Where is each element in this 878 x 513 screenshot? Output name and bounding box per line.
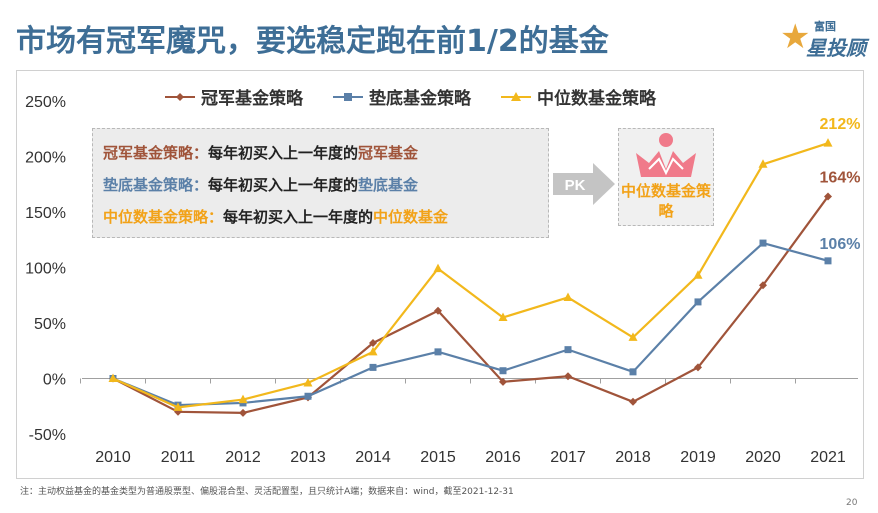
y-tick-label: 50%: [34, 316, 66, 333]
data-point-bottom: [564, 346, 572, 354]
data-point-median: [238, 394, 248, 404]
data-point-bottom: [369, 363, 377, 371]
x-tick-label: 2016: [485, 449, 521, 466]
logo-brand-text: 富国: [814, 20, 836, 33]
data-point-bottom: [499, 367, 507, 375]
legend-marker-bottom: [333, 92, 363, 101]
x-tick-label: 2014: [355, 449, 391, 466]
x-tick-label: 2015: [420, 449, 456, 466]
data-point-bottom: [824, 257, 832, 265]
end-label-champion: 164%: [820, 169, 861, 186]
crown-icon: [636, 133, 696, 177]
data-point-champion: [759, 281, 767, 290]
data-point-median: [173, 402, 183, 411]
page-title: 市场有冠军魔咒，要选稳定跑在前1/2的基金: [16, 24, 609, 59]
y-tick-label: 100%: [25, 261, 66, 278]
data-point-bottom: [304, 392, 312, 400]
data-point-median: [368, 346, 378, 356]
note-line-bottom: 垫底基金策略：每年初买入上一年度的垫底基金: [103, 174, 418, 195]
note-prefix-champion: 冠军基金策略：: [103, 144, 209, 162]
legend-marker-median: [501, 91, 531, 101]
x-tick-label: 2018: [615, 449, 651, 466]
y-tick-label: 200%: [25, 150, 66, 167]
legend-label-champion: 冠军基金策略: [201, 89, 303, 109]
median-strategy-badge: 中位数基金策略: [618, 128, 714, 226]
star-icon: ★: [780, 17, 811, 57]
strategy-note-box: 冠军基金策略：每年初买入上一年度的冠军基金 垫底基金策略：每年初买入上一年度的垫…: [92, 128, 549, 238]
data-point-median: [303, 377, 313, 387]
y-tick-label: 250%: [25, 94, 66, 111]
x-tick-label: 2020: [745, 449, 781, 466]
x-tick-label: 2010: [95, 449, 131, 466]
series-line-bottom: [112, 241, 829, 407]
data-point-median: [108, 373, 118, 382]
note-suffix-bottom: 垫底基金: [358, 176, 419, 194]
series-line-champion: [112, 195, 829, 415]
data-point-bottom: [629, 368, 637, 376]
note-prefix-bottom: 垫底基金策略：: [103, 176, 209, 194]
data-point-bottom: [434, 348, 442, 356]
data-point-champion: [824, 192, 832, 201]
note-suffix-median: 中位数基金: [373, 208, 449, 226]
data-point-bottom: [759, 239, 767, 247]
note-line-median: 中位数基金策略：每年初买入上一年度的中位数基金: [103, 206, 448, 227]
x-tick-label: 2017: [550, 449, 586, 466]
pk-arrow-icon: PK: [553, 163, 615, 205]
data-point-champion: [239, 408, 247, 417]
footnote: 注：主动权益基金的基金类型为普通股票型、偏股混合型、灵活配置型，且只统计A端；数…: [20, 487, 514, 497]
note-prefix-median: 中位数基金策略：: [103, 208, 224, 226]
data-point-champion: [434, 306, 442, 315]
note-mid-bottom: 每年初买入上一年度的: [208, 176, 359, 194]
data-point-median: [563, 292, 573, 301]
legend-item-bottom: 垫底基金策略: [333, 84, 471, 109]
x-tick-label: 2013: [290, 449, 326, 466]
data-point-median: [823, 138, 833, 147]
page-number: 20: [846, 498, 858, 508]
legend-item-median: 中位数基金策略: [501, 84, 656, 109]
series-line-median: [112, 142, 829, 409]
end-label-bottom: 106%: [820, 236, 861, 253]
end-label-median: 212%: [820, 116, 861, 133]
data-point-champion: [369, 338, 377, 347]
data-point-champion: [499, 377, 507, 386]
badge-label: 中位数基金策略: [620, 182, 711, 220]
brand-logo: ★ 富国 星投顾: [780, 16, 870, 66]
x-tick-label: 2021: [810, 449, 846, 466]
y-tick-label: -50%: [29, 427, 66, 444]
data-point-champion: [564, 372, 572, 381]
data-point-champion: [694, 363, 702, 372]
x-tick-label: 2012: [225, 449, 261, 466]
x-tick-label: 2011: [161, 449, 196, 466]
note-mid-champion: 每年初买入上一年度的: [208, 144, 359, 162]
y-tick-label: 0%: [43, 372, 66, 389]
data-point-median: [628, 332, 638, 341]
note-suffix-champion: 冠军基金: [358, 144, 419, 162]
data-point-bottom: [694, 298, 702, 306]
data-point-champion: [629, 397, 637, 406]
chart-legend: 冠军基金策略 垫底基金策略 中位数基金策略: [165, 84, 656, 109]
x-tick-label: 2019: [680, 449, 716, 466]
legend-marker-champion: [165, 92, 195, 101]
note-mid-median: 每年初买入上一年度的: [223, 208, 374, 226]
legend-label-bottom: 垫底基金策略: [369, 89, 471, 109]
y-tick-label: 150%: [25, 205, 66, 222]
legend-item-champion: 冠军基金策略: [165, 84, 303, 109]
data-point-median: [498, 312, 508, 321]
pk-label: PK: [565, 177, 586, 194]
data-point-median: [758, 159, 768, 168]
logo-product-text: 星投顾: [806, 36, 866, 60]
note-line-champion: 冠军基金策略：每年初买入上一年度的冠军基金: [103, 142, 418, 163]
data-point-median: [433, 263, 443, 273]
legend-label-median: 中位数基金策略: [537, 89, 656, 109]
data-point-median: [693, 270, 703, 279]
